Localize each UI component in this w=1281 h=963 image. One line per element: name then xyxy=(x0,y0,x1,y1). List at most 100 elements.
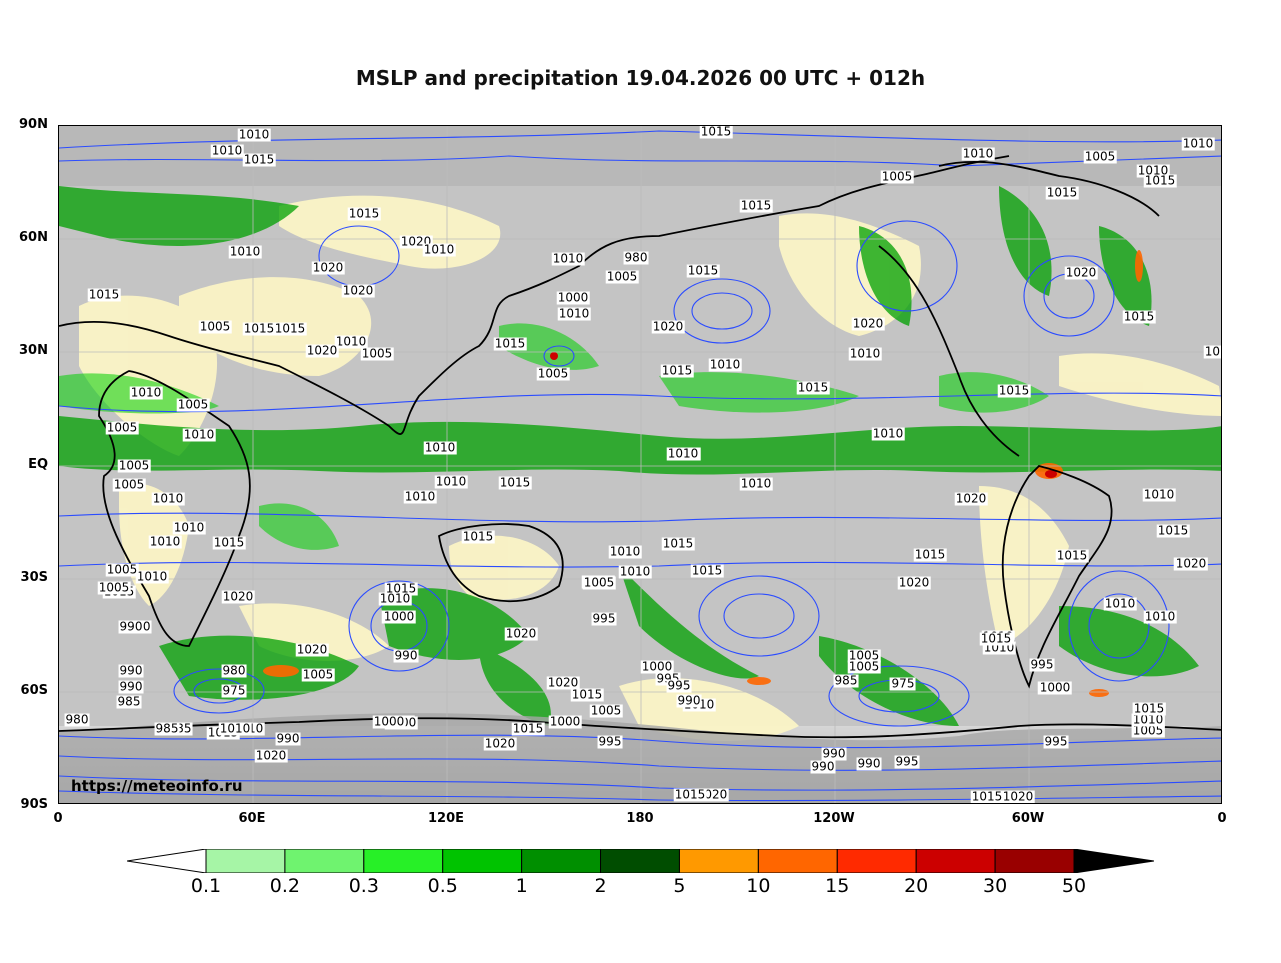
isobar-label: 995 xyxy=(591,611,617,626)
lat-label-60n: 60N xyxy=(19,230,48,245)
isobar-label: 990 xyxy=(393,648,419,663)
isobar-label: 990 xyxy=(856,756,882,771)
colorbar-cell xyxy=(915,849,996,873)
isobar-label: 1020 xyxy=(311,260,345,275)
isobar-label: 1010 xyxy=(848,346,882,361)
isobar-label: 995 xyxy=(666,678,692,693)
isobar-label: 1020 xyxy=(254,748,288,763)
isobar-label: 1005 xyxy=(360,346,394,361)
isobar-label: 1010 xyxy=(228,244,262,259)
isobar-label: 1015 xyxy=(1132,701,1166,716)
isobar-label: 1015 xyxy=(87,287,121,302)
colorbar-tick-label: 0.5 xyxy=(427,875,458,897)
isobar-label: 1015 xyxy=(686,263,720,278)
isobar-label: 1010 xyxy=(551,251,585,266)
lon-label-120e: 120E xyxy=(427,811,465,826)
isobar-label: 1010 xyxy=(129,385,163,400)
isobar-label: 995 xyxy=(894,754,920,769)
colorbar-cell xyxy=(205,849,286,873)
colorbar-cell xyxy=(363,849,444,873)
isobar-label: 1010 xyxy=(666,446,700,461)
isobar-label: 1020 xyxy=(504,626,538,641)
lat-label-90s: 90S xyxy=(20,797,48,812)
isobar-label: 1000 xyxy=(556,290,590,305)
isobar-label: 1015 xyxy=(242,321,276,336)
isobar-label: 1015 xyxy=(997,383,1031,398)
isobar-label: 985 xyxy=(116,694,142,709)
isobar-label: 1015 xyxy=(979,631,1013,646)
lon-label-0: 0 xyxy=(53,811,63,826)
isobar-label: 1005 xyxy=(117,458,151,473)
isobar-label: 1010 xyxy=(961,146,995,161)
isobar-label: 1020 xyxy=(221,589,255,604)
isobar-label: 1020 xyxy=(1064,265,1098,280)
colorbar-tick-label: 0.3 xyxy=(348,875,379,897)
isobar-label: 975 xyxy=(890,676,916,691)
isobar-label: 1015 xyxy=(970,789,1004,804)
isobar-label: 1005 xyxy=(1131,723,1165,738)
isobar-label: 1015 xyxy=(212,535,246,550)
colorbar-tick-label: 30 xyxy=(982,875,1008,897)
isobar-label: 1000 xyxy=(640,659,674,674)
colorbar-tick-label: 1 xyxy=(515,875,528,897)
isobar-label: 1005 xyxy=(105,562,139,577)
isobar-label: 1005 xyxy=(176,397,210,412)
isobar-label: 1000 xyxy=(382,609,416,624)
isobar-label: 1015 xyxy=(690,563,724,578)
isobar-label: 990 xyxy=(676,693,702,708)
credit-text[interactable]: https://meteoinfo.ru xyxy=(71,777,243,795)
colorbar-cell xyxy=(521,849,602,873)
isobar-label: 1020 xyxy=(954,491,988,506)
isobar-label: 1015 xyxy=(1055,548,1089,563)
isobar-label: 1015 xyxy=(913,547,947,562)
lat-label-30n: 30N xyxy=(19,343,48,358)
isobar-label: 1010 xyxy=(608,544,642,559)
isobar-label: 1010 xyxy=(210,143,244,158)
colorbar-tick-label: 50 xyxy=(1061,875,1087,897)
isobar-label: 1020 xyxy=(546,675,580,690)
isobar-label: 1000 xyxy=(1038,680,1072,695)
isobar-label: 1000 xyxy=(548,714,582,729)
colorbar-tick-label: 20 xyxy=(904,875,929,897)
isobar-label: 1015 xyxy=(661,536,695,551)
isobar-label: 1015 xyxy=(1045,185,1079,200)
isobar-label: 1015 xyxy=(1156,523,1190,538)
isobar-label: 1015 xyxy=(699,125,733,139)
colorbar-tick-label: 0.2 xyxy=(269,875,301,897)
isobar-label: 1005 xyxy=(536,366,570,381)
isobar-label: 1005 xyxy=(105,420,139,435)
isobar-label: 990 xyxy=(275,731,301,746)
colorbar-under-triangle xyxy=(127,849,207,873)
isobar-label: 1005 xyxy=(582,575,616,590)
isobar-label: 1010 xyxy=(135,569,169,584)
isobar-label: 1010 xyxy=(1131,712,1165,727)
isobar-label: 980 xyxy=(623,250,649,265)
lat-label-90n: 90N xyxy=(19,117,48,132)
isobar-label: 1010 xyxy=(378,591,412,606)
isobar-label: 1010 xyxy=(1143,609,1177,624)
isobar-label: 1010 xyxy=(403,489,437,504)
isobar-label: 1020 xyxy=(851,316,885,331)
isobar-label: 1010 xyxy=(557,306,591,321)
isobar-label: 1005 xyxy=(97,580,131,595)
isobar-label: 1015 xyxy=(347,206,381,221)
isobar-label: 1020 xyxy=(1001,789,1035,804)
isobar-label: 1005 xyxy=(1083,149,1117,164)
isobar-label: 985 xyxy=(154,721,180,736)
isobar-label: 1015 xyxy=(242,152,276,167)
isobar-label: 1020 xyxy=(897,575,931,590)
isobar-label: 1015 xyxy=(570,687,604,702)
isobar-label: 1005 xyxy=(589,703,623,718)
isobar-label: 1000 xyxy=(372,714,406,729)
isobar-label: 1015 xyxy=(273,321,307,336)
isobar-label: 1010 xyxy=(172,520,206,535)
isobar-label: 1005 xyxy=(112,477,146,492)
map-field-graphic xyxy=(59,126,1221,803)
isobar-label: 980 xyxy=(64,712,90,727)
isobar-label: 995 xyxy=(1029,657,1055,672)
colorbar-cell xyxy=(836,849,917,873)
isobar-label: 1010 xyxy=(148,534,182,549)
isobar-label: 1015 xyxy=(461,529,495,544)
isobar-label: 1005 xyxy=(301,667,335,682)
isobar-label: 1015 xyxy=(493,336,527,351)
